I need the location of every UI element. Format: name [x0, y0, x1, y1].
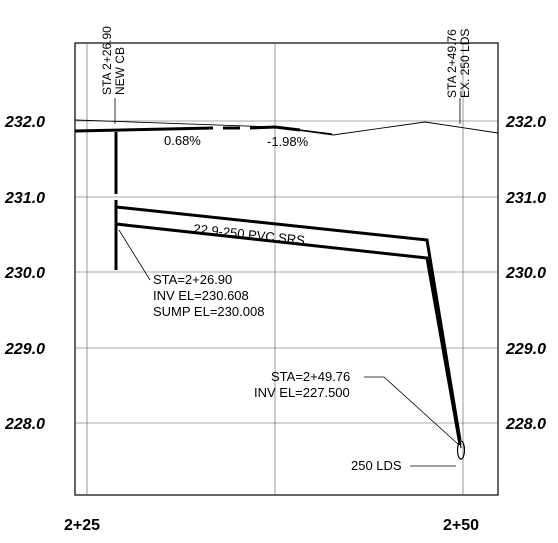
lds-pipe-ellipse	[456, 440, 466, 460]
proposed-grade-left	[74, 126, 214, 133]
cb-station-vertical-label: STA 2+26.90	[100, 26, 114, 95]
elev-label-left-230: 230.0	[4, 265, 45, 282]
elev-label-right-229: 229.0	[505, 341, 546, 358]
elev-label-right-232: 232.0	[505, 114, 546, 131]
elev-label-right-228: 228.0	[505, 416, 546, 433]
existing-ground-line	[74, 119, 499, 136]
lds-callout-line1: STA=2+49.76	[271, 369, 350, 384]
lds-name-vertical-label: EX. 250 LDS	[458, 29, 472, 98]
cb-callout-line1: STA=2+26.90	[153, 272, 232, 287]
lds-callout-line2: INV EL=227.500	[254, 385, 350, 400]
grade-label-0-68: 0.68%	[164, 133, 201, 148]
station-label-2-25: 2+25	[64, 517, 100, 534]
station-label-2-50: 2+50	[443, 517, 479, 534]
proposed-grade-tail	[299, 129, 333, 135]
cb-name-vertical-label: NEW CB	[113, 47, 127, 95]
elev-label-right-231: 231.0	[505, 190, 546, 207]
elev-label-left-231: 231.0	[4, 190, 45, 207]
elev-label-left-228: 228.0	[4, 416, 45, 433]
cb-callout-leader	[118, 229, 151, 281]
proposed-grade-right	[249, 125, 301, 132]
elev-label-right-230: 230.0	[505, 265, 546, 282]
frame-border	[74, 42, 499, 496]
lds-station-vertical-label: STA 2+49.76	[445, 29, 459, 98]
pipe-bottom-line	[115, 222, 462, 446]
grade-label-1-98: -1.98%	[267, 134, 309, 149]
lds-callout-leader	[364, 376, 460, 446]
pipe-center-line	[429, 254, 462, 449]
cb-callout-line3: SUMP EL=230.008	[153, 304, 264, 319]
elev-label-left-229: 229.0	[4, 341, 45, 358]
lds-label: 250 LDS	[351, 458, 402, 473]
cb-callout-line2: INV EL=230.608	[153, 288, 249, 303]
elev-label-left-232: 232.0	[4, 114, 45, 131]
